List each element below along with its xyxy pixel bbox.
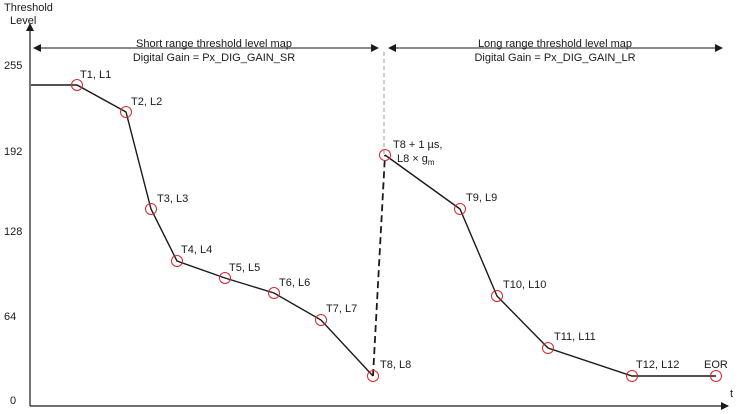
short-range-title: Short range threshold level map [136, 38, 292, 50]
point-marker-t2 [120, 106, 132, 118]
point-marker-t4 [171, 255, 183, 267]
long-range-curve [384, 154, 716, 377]
y-axis-title-line1: Threshold [4, 2, 53, 14]
y-tick-label: 192 [4, 146, 22, 158]
point-label-t11: T11, L11 [554, 331, 596, 343]
point-marker-t3 [145, 203, 157, 215]
y-tick-label: 128 [4, 226, 22, 238]
point-label-t5: T5, L5 [229, 262, 260, 274]
point-label-t7: T7, L7 [326, 303, 357, 315]
point-label-eor: EOR [704, 359, 728, 371]
point-marker-t12 [626, 370, 638, 382]
point-marker-t9 [454, 203, 466, 215]
point-label-t9: T9, L9 [466, 192, 497, 204]
point-label-t12: T12, L12 [636, 359, 679, 371]
point-label-t1: T1, L1 [80, 69, 111, 81]
point-marker-t7 [315, 314, 327, 326]
point-marker-t6 [268, 287, 280, 299]
short-range-curve [31, 84, 374, 377]
long-range-gain: Digital Gain = Px_DIG_GAIN_LR [474, 52, 635, 64]
point-label-t4: T4, L4 [181, 244, 212, 256]
point-marker-eor [710, 370, 722, 382]
point-marker-t8b [379, 149, 391, 161]
point-label-t10: T10, L10 [503, 279, 546, 291]
short-range-gain: Digital Gain = Px_DIG_GAIN_SR [133, 52, 295, 64]
point-marker-t5 [219, 272, 231, 284]
point-marker-t8 [367, 370, 379, 382]
long-range-title: Long range threshold level map [478, 38, 632, 50]
point-marker-t11 [542, 342, 554, 354]
point-label-t2: T2, L2 [131, 96, 162, 108]
point-marker-t1 [71, 79, 83, 91]
transition-dashed-line [372, 154, 386, 377]
point-label-t8b-subscript: m [428, 158, 435, 167]
y-tick-label: 0 [10, 395, 16, 407]
x-axis-title: t [730, 388, 733, 400]
point-label-t8b-line1: T8 + 1 µs, [393, 139, 442, 151]
point-label-t3: T3, L3 [157, 193, 188, 205]
point-label-t6: T6, L6 [279, 277, 310, 289]
point-label-t8b-main: L8 × g [397, 153, 428, 165]
y-axis-title-line2: Level [10, 15, 36, 27]
point-label-t8: T8, L8 [380, 359, 411, 371]
y-tick-label: 64 [4, 311, 16, 323]
y-tick-label: 255 [4, 60, 22, 72]
point-label-t8b-line2: L8 × gm [397, 153, 435, 167]
point-marker-t10 [491, 290, 503, 302]
